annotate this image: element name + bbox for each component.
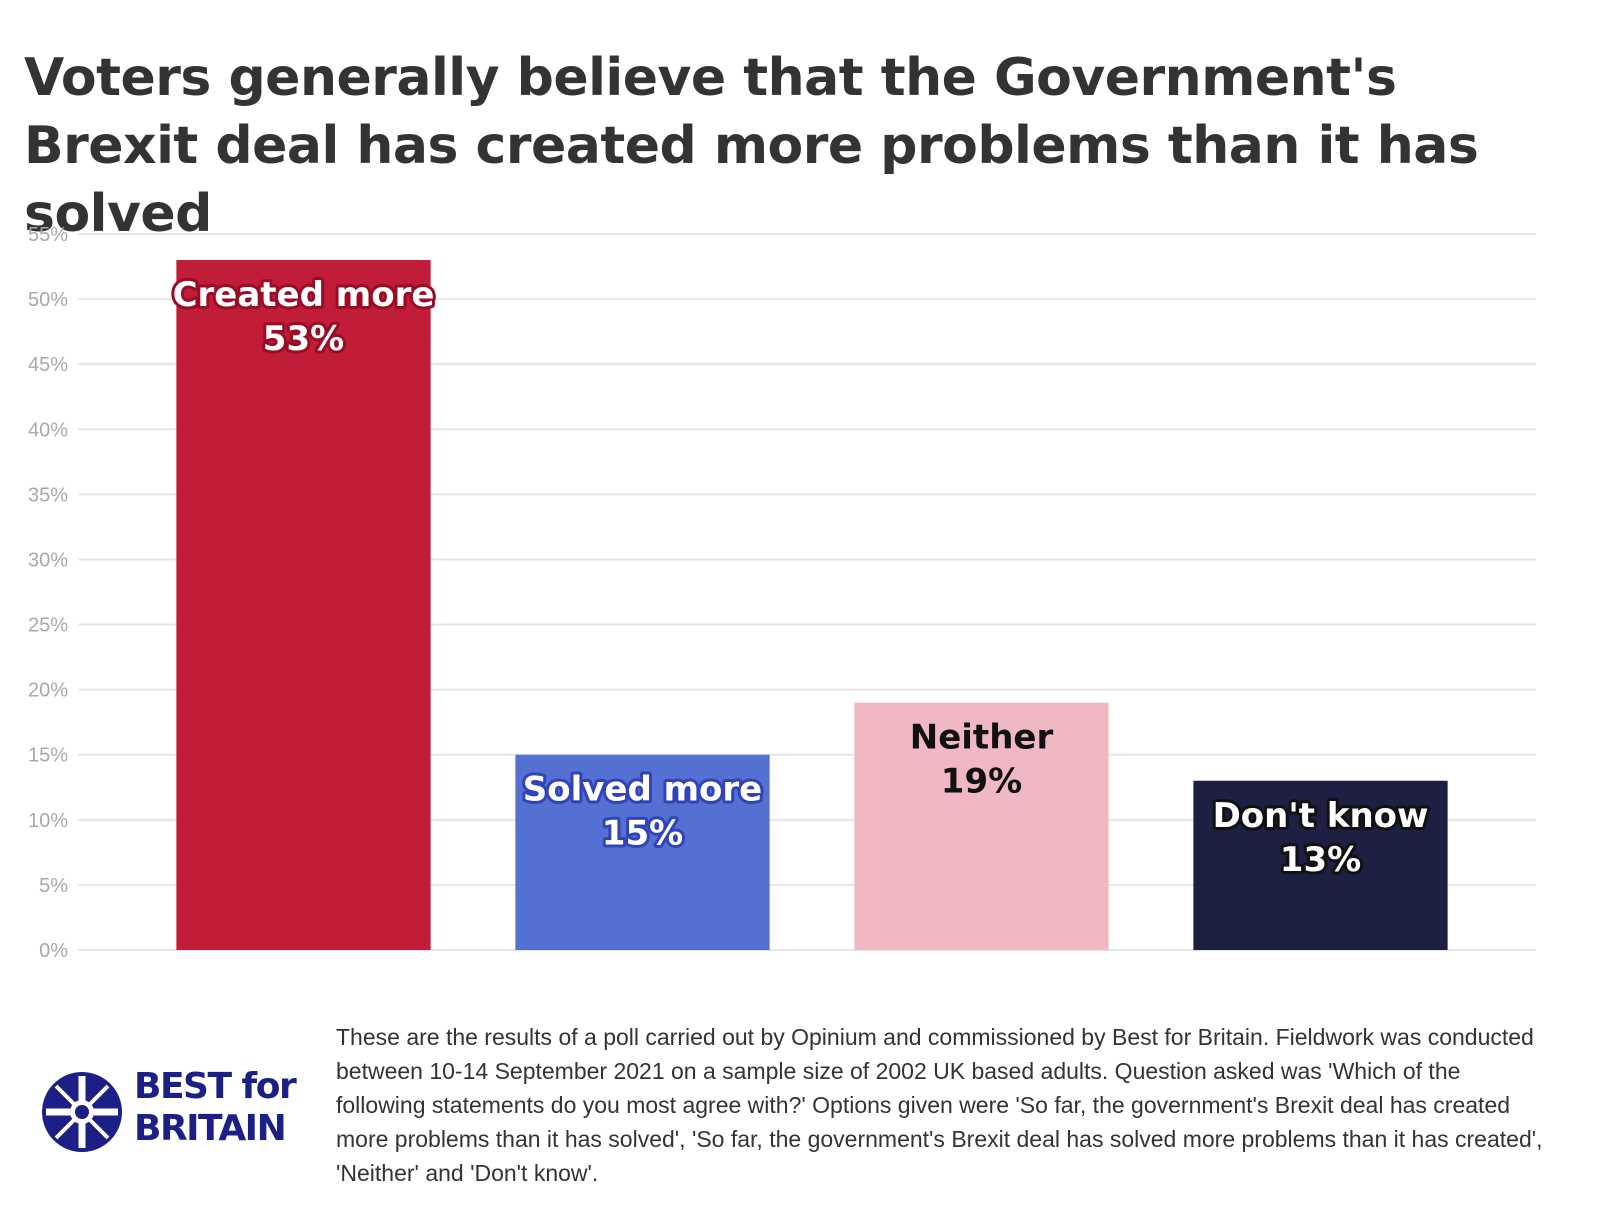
best-for-britain-logo: BEST for BRITAIN (40, 1066, 300, 1156)
bar (854, 702, 1109, 950)
bar-category-label: Neither (910, 718, 1054, 758)
union-flag-icon (42, 1072, 122, 1152)
bar-category-label: Created more (173, 275, 435, 315)
y-tick-label: 25% (28, 615, 68, 637)
footnote: These are the results of a poll carried … (336, 1024, 1543, 1186)
logo-wordmark: BEST for BRITAIN (134, 1066, 297, 1150)
bar-value-label: 15% (602, 814, 683, 854)
bar-category-label: Don't know (1213, 796, 1429, 836)
bar (515, 754, 770, 950)
y-tick-label: 55% (28, 224, 68, 246)
bar-category-label: Solved more (523, 770, 763, 810)
y-tick-label: 35% (28, 484, 68, 506)
y-tick-label: 40% (28, 419, 68, 441)
y-tick-label: 5% (39, 875, 68, 897)
bar (176, 260, 431, 950)
logo-line-2: BRITAIN (134, 1108, 287, 1149)
y-tick-label: 10% (28, 810, 68, 832)
y-tick-label: 20% (28, 680, 68, 702)
y-tick-label: 45% (28, 354, 68, 376)
bar-chart: 0% 5% 10% 15% 20% 25% 30% 35% 40% 45% 50% 55% Creat… (28, 224, 1536, 962)
logo-line-1: BEST for (134, 1066, 297, 1107)
y-axis-ticks: 0% 5% 10% 15% 20% 25% 30% 35% 40% 45% 50% 55% (28, 224, 68, 962)
bar-value-label: 13% (1280, 840, 1361, 880)
y-tick-label: 15% (28, 745, 68, 767)
bar-value-label: 19% (941, 762, 1022, 802)
y-tick-label: 50% (28, 289, 68, 311)
bar (1193, 780, 1448, 950)
y-tick-label: 0% (39, 940, 68, 962)
chart-title: Voters generally believe that the Govern… (24, 48, 1479, 244)
bar-value-label: 53% (263, 319, 344, 359)
y-tick-label: 30% (28, 549, 68, 571)
bars (176, 260, 1448, 950)
